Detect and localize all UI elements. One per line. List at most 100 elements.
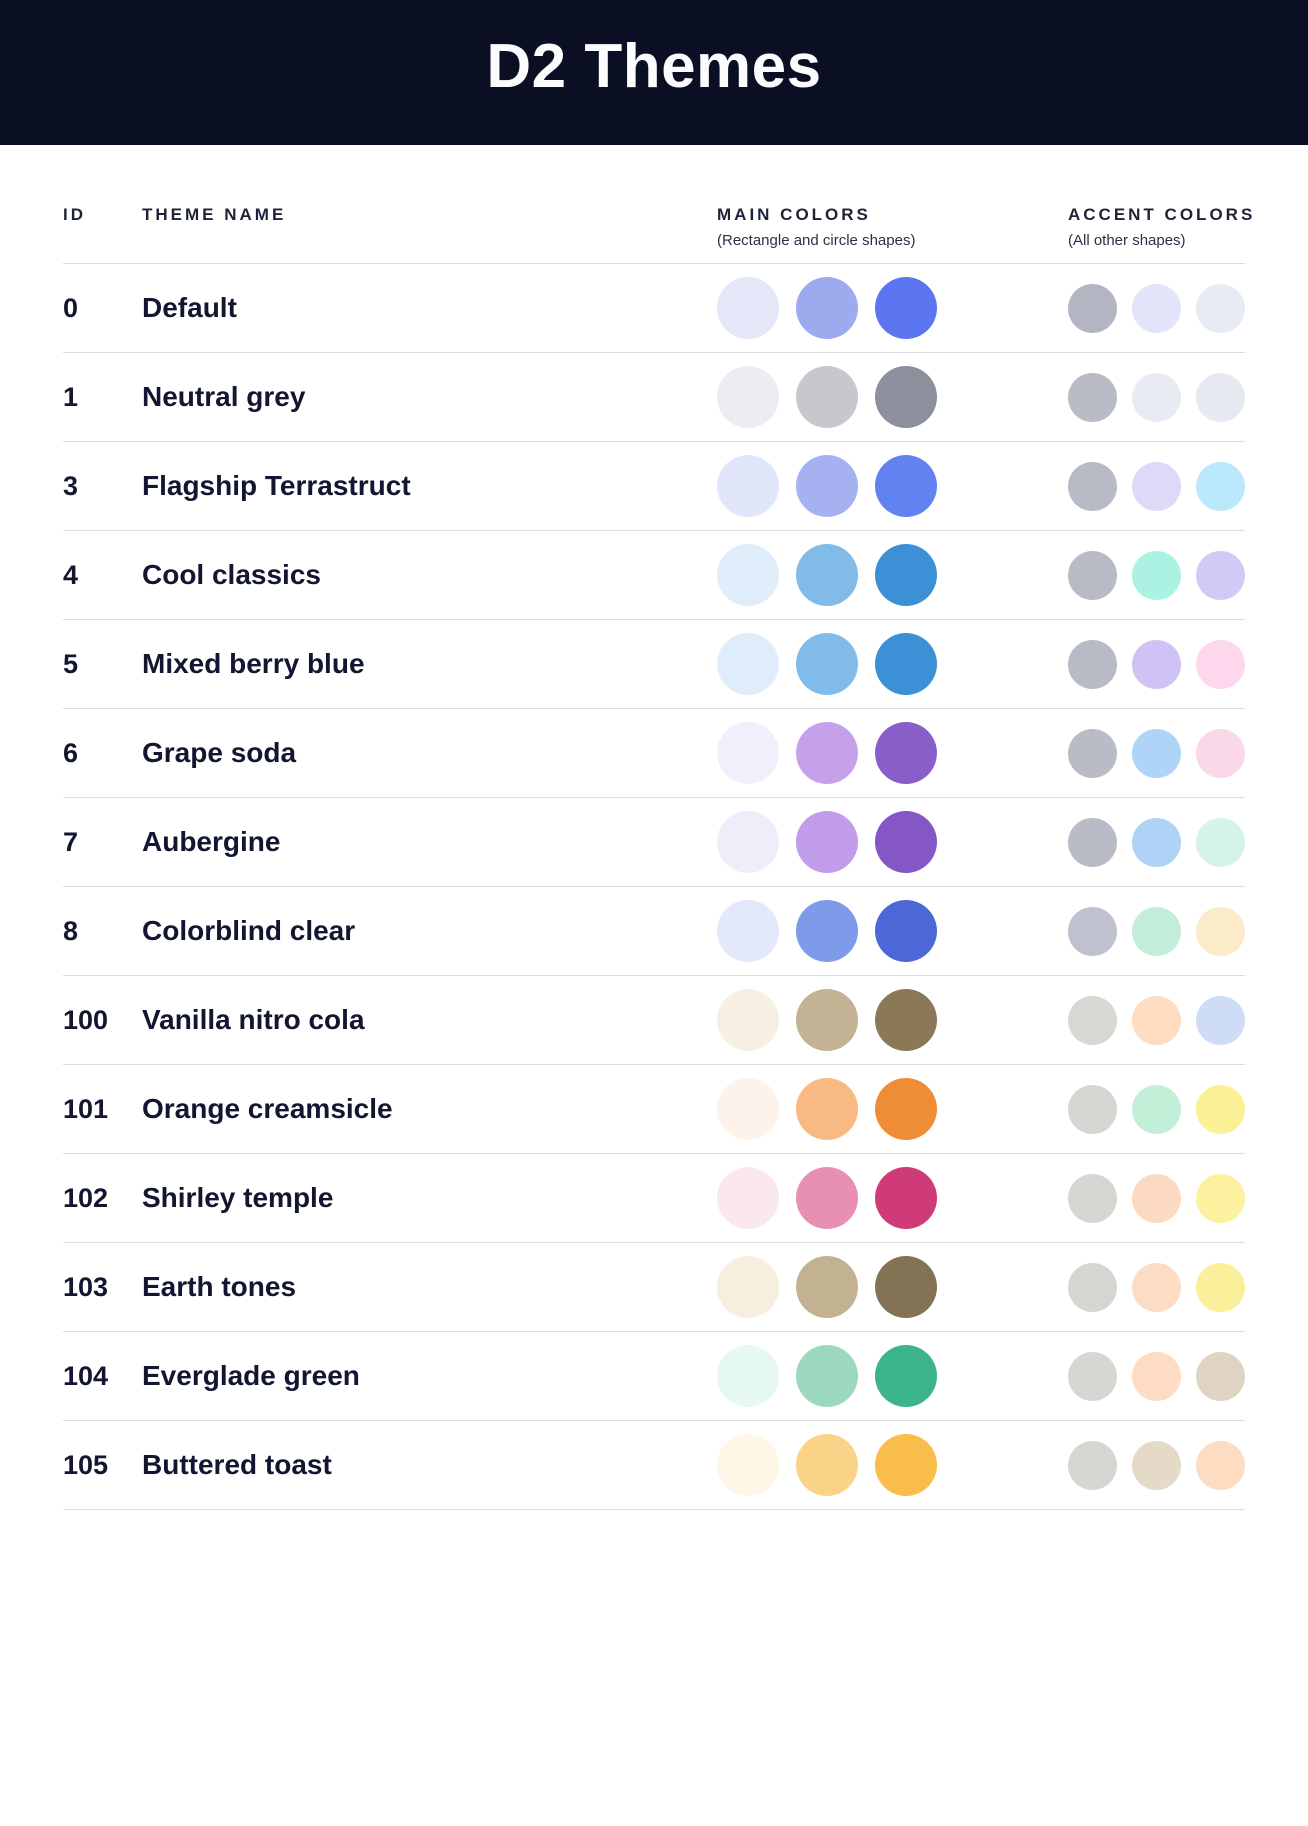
accent-color-swatch xyxy=(1196,550,1245,600)
theme-name: Shirley temple xyxy=(142,1182,334,1213)
main-color-swatch xyxy=(717,1434,779,1496)
theme-name: Grape soda xyxy=(142,737,297,768)
accent-color-swatch xyxy=(1132,817,1181,867)
main-color-swatch xyxy=(796,722,858,784)
accent-color-swatch xyxy=(1196,283,1245,333)
theme-row: 101 Orange creamsicle xyxy=(63,1065,1245,1154)
theme-id: 4 xyxy=(63,559,79,590)
accent-color-swatch xyxy=(1068,1262,1117,1312)
theme-name: Colorblind clear xyxy=(142,915,356,946)
main-color-swatch xyxy=(875,1167,937,1229)
theme-name: Flagship Terrastruct xyxy=(142,470,411,501)
theme-name: Mixed berry blue xyxy=(142,648,365,679)
accent-color-swatch xyxy=(1132,461,1181,511)
theme-id: 105 xyxy=(63,1449,109,1480)
main-colors-group xyxy=(717,366,1068,428)
accent-color-swatch xyxy=(1068,1084,1117,1134)
accent-color-swatch xyxy=(1196,906,1245,956)
theme-row: 7 Aubergine xyxy=(63,798,1245,887)
theme-name: Neutral grey xyxy=(142,381,306,412)
theme-row: 0 Default xyxy=(63,264,1245,353)
main-color-swatch xyxy=(796,1434,858,1496)
main-colors-group xyxy=(717,1078,1068,1140)
accent-colors-group xyxy=(1068,550,1245,600)
main-colors-group xyxy=(717,1256,1068,1318)
main-colors-column-subtitle: (Rectangle and circle shapes) xyxy=(717,232,916,249)
theme-id: 0 xyxy=(63,292,79,323)
accent-colors-group xyxy=(1068,461,1245,511)
main-color-swatch xyxy=(796,544,858,606)
main-color-swatch xyxy=(717,722,779,784)
main-colors-group xyxy=(717,811,1068,873)
accent-color-swatch xyxy=(1196,1173,1245,1223)
main-color-swatch xyxy=(875,1345,937,1407)
accent-colors-group xyxy=(1068,1351,1245,1401)
main-color-swatch xyxy=(796,455,858,517)
main-colors-group xyxy=(717,633,1068,695)
main-color-swatch xyxy=(875,722,937,784)
accent-color-swatch xyxy=(1068,461,1117,511)
main-color-swatch xyxy=(875,455,937,517)
theme-table-body: 0 Default 1 Neutral grey 3 Flagship Terr… xyxy=(63,263,1245,1510)
accent-colors-column-subtitle: (All other shapes) xyxy=(1068,232,1186,249)
accent-colors-group xyxy=(1068,1440,1245,1490)
theme-id: 1 xyxy=(63,381,79,412)
id-column-label: ID xyxy=(63,205,86,224)
theme-name: Aubergine xyxy=(142,826,281,857)
accent-color-swatch xyxy=(1196,1084,1245,1134)
theme-id: 3 xyxy=(63,470,79,501)
main-color-swatch xyxy=(875,900,937,962)
theme-id: 102 xyxy=(63,1182,109,1213)
accent-color-swatch xyxy=(1068,1351,1117,1401)
main-color-swatch xyxy=(875,989,937,1051)
accent-color-swatch xyxy=(1068,995,1117,1045)
main-color-swatch xyxy=(796,1078,858,1140)
main-color-swatch xyxy=(796,1256,858,1318)
accent-colors-group xyxy=(1068,728,1245,778)
accent-color-swatch xyxy=(1132,995,1181,1045)
main-color-swatch xyxy=(717,633,779,695)
main-color-swatch xyxy=(875,544,937,606)
accent-color-swatch xyxy=(1132,1440,1181,1490)
title-banner: D2 Themes xyxy=(0,0,1308,145)
main-colors-group xyxy=(717,277,1068,339)
theme-name: Orange creamsicle xyxy=(142,1093,393,1124)
theme-id: 101 xyxy=(63,1093,109,1124)
accent-color-swatch xyxy=(1068,817,1117,867)
accent-color-swatch xyxy=(1196,995,1245,1045)
main-color-swatch xyxy=(875,277,937,339)
main-color-swatch xyxy=(875,366,937,428)
accent-color-swatch xyxy=(1196,461,1245,511)
column-header-id: ID xyxy=(63,205,142,225)
main-color-swatch xyxy=(875,1434,937,1496)
main-colors-group xyxy=(717,544,1068,606)
accent-color-swatch xyxy=(1132,906,1181,956)
accent-color-swatch xyxy=(1068,550,1117,600)
accent-color-swatch xyxy=(1196,728,1245,778)
accent-colors-group xyxy=(1068,817,1245,867)
theme-row: 4 Cool classics xyxy=(63,531,1245,620)
theme-row: 6 Grape soda xyxy=(63,709,1245,798)
theme-row: 105 Buttered toast xyxy=(63,1421,1245,1510)
accent-color-swatch xyxy=(1196,1440,1245,1490)
main-color-swatch xyxy=(875,1078,937,1140)
main-color-swatch xyxy=(796,900,858,962)
theme-name-column-label: THEME NAME xyxy=(142,205,287,224)
main-color-swatch xyxy=(717,544,779,606)
accent-colors-group xyxy=(1068,906,1245,956)
theme-row: 103 Earth tones xyxy=(63,1243,1245,1332)
theme-row: 1 Neutral grey xyxy=(63,353,1245,442)
main-colors-group xyxy=(717,1434,1068,1496)
theme-id: 100 xyxy=(63,1004,109,1035)
main-color-swatch xyxy=(717,277,779,339)
accent-color-swatch xyxy=(1132,283,1181,333)
accent-color-swatch xyxy=(1068,906,1117,956)
accent-color-swatch xyxy=(1068,283,1117,333)
column-header-main-colors: MAIN COLORS (Rectangle and circle shapes… xyxy=(717,205,1068,249)
main-color-swatch xyxy=(717,811,779,873)
theme-name: Earth tones xyxy=(142,1271,297,1302)
theme-row: 8 Colorblind clear xyxy=(63,887,1245,976)
accent-color-swatch xyxy=(1068,372,1117,422)
theme-id: 7 xyxy=(63,826,79,857)
accent-color-swatch xyxy=(1068,728,1117,778)
